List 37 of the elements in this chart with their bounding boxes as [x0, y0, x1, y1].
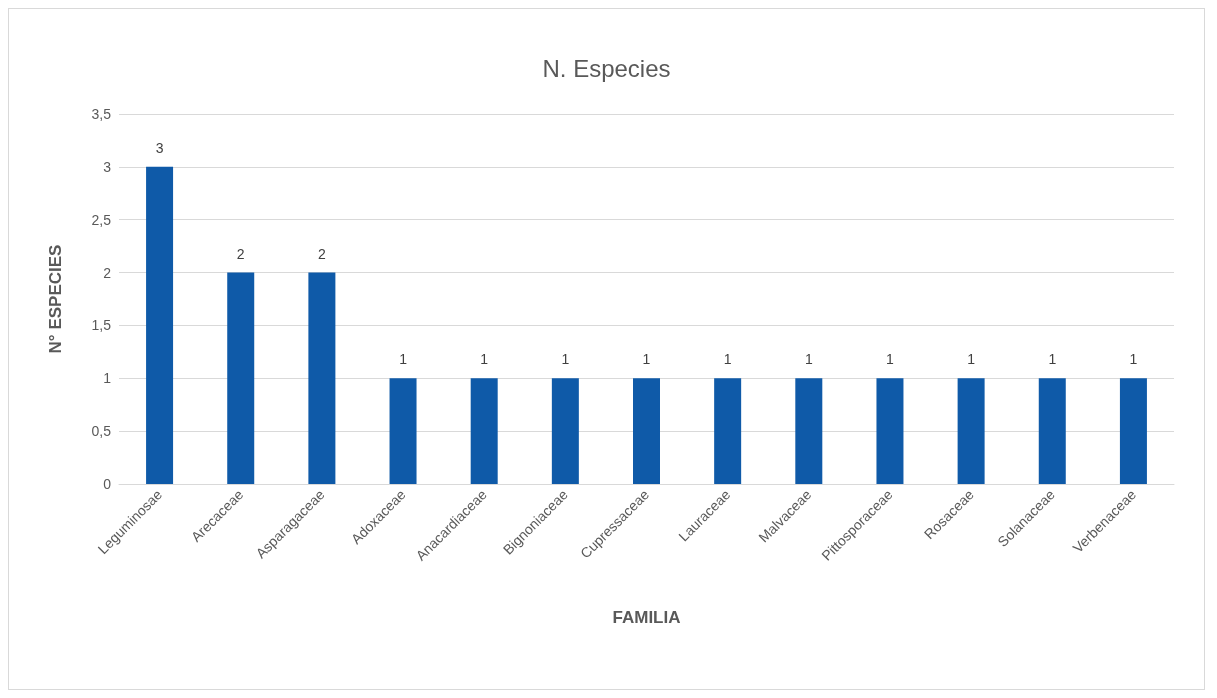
y-tick-label: 2 [103, 264, 112, 281]
bar [146, 166, 174, 484]
y-tick-label: 1,5 [91, 317, 112, 334]
y-tick-label: 1 [103, 370, 112, 387]
data-label: 1 [480, 351, 489, 368]
data-label: 2 [317, 245, 326, 262]
bar [1119, 378, 1147, 484]
y-axis-title: N° ESPECIES [46, 244, 65, 354]
y-tick-label: 0,5 [91, 423, 112, 440]
bar [1038, 378, 1066, 484]
bar [957, 378, 985, 484]
y-tick-label: 3 [103, 158, 112, 175]
bar [308, 272, 336, 484]
data-label: 1 [804, 351, 813, 368]
chart-title: N. Especies [542, 54, 671, 82]
data-label: 1 [399, 351, 408, 368]
bar [876, 378, 904, 484]
y-tick-label: 2,5 [91, 211, 112, 228]
bar [795, 378, 823, 484]
data-label: 1 [723, 351, 732, 368]
data-label: 2 [236, 245, 245, 262]
x-axis-title: FAMILIA [612, 608, 681, 627]
bar [633, 378, 660, 484]
bar [227, 272, 255, 484]
data-label: 1 [1129, 351, 1138, 368]
data-label: 1 [967, 351, 976, 368]
data-label: 1 [1048, 351, 1057, 368]
bar [551, 378, 579, 484]
bar [389, 378, 417, 484]
data-label: 1 [886, 351, 895, 368]
data-label: 1 [642, 351, 651, 368]
bar [714, 378, 742, 484]
y-tick-label: 0 [103, 476, 112, 492]
bar [470, 378, 498, 484]
data-label: 1 [561, 351, 570, 368]
y-tick-label: 3,5 [91, 106, 112, 122]
data-label: 3 [155, 139, 164, 156]
